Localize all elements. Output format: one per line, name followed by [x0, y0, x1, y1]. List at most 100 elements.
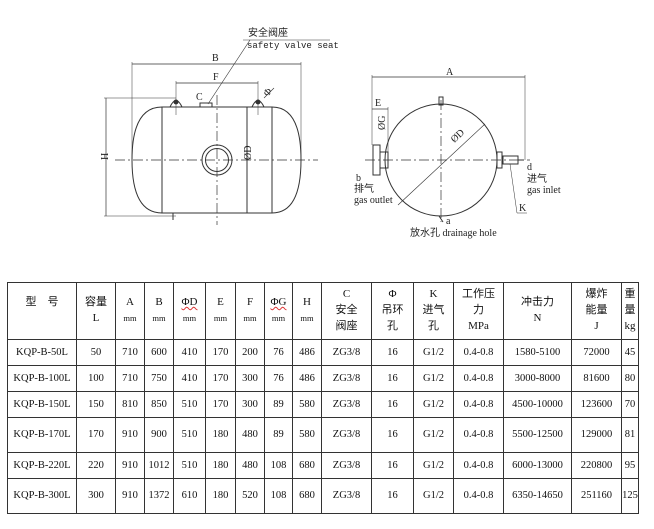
- table-cell: 0.4-0.8: [453, 478, 504, 514]
- table-cell: 50: [76, 339, 116, 366]
- table-cell: 180: [205, 452, 236, 479]
- table-cell: 16: [371, 452, 414, 479]
- table-row: KQP-B-50L 50 710 600 410 170 200 76 486 ZG3/8 16 G1…: [7, 339, 639, 366]
- side-view: [104, 39, 330, 225]
- table-cell: 180: [205, 478, 236, 514]
- table-cell: ZG3/8: [321, 365, 372, 392]
- table-cell: G1/2: [413, 452, 454, 479]
- table-cell: 710: [115, 339, 145, 366]
- header-line: N: [533, 312, 542, 324]
- table-cell: 72000: [571, 339, 622, 366]
- table-cell: 108: [264, 478, 293, 514]
- header-line: 进气: [422, 304, 445, 317]
- table-cell: 1372: [144, 478, 174, 514]
- table-cell: 300: [235, 365, 265, 392]
- column-header: K 进气孔: [413, 282, 454, 340]
- table-cell: 480: [235, 452, 265, 479]
- header-line: mm: [123, 313, 137, 323]
- header-line: 重: [624, 288, 636, 301]
- drain-label: 放水孔 drainage hole: [410, 226, 497, 239]
- safety-valve-en: safety valve seat: [247, 41, 339, 51]
- label-K: K: [519, 203, 527, 214]
- header-line: ΦG: [270, 296, 287, 309]
- header-line: mm: [243, 313, 257, 323]
- table-cell: KQP-B-300L: [7, 478, 77, 514]
- table-cell: 750: [144, 365, 174, 392]
- table-cell: KQP-B-220L: [7, 452, 77, 479]
- header-line: mm: [182, 313, 197, 323]
- table-cell: 45: [621, 339, 639, 366]
- column-header: 重量 kg: [621, 282, 639, 340]
- table-cell: 1580-5100: [503, 339, 572, 366]
- table-cell: 580: [292, 391, 322, 418]
- table-cell: 123600: [571, 391, 622, 418]
- table-cell: G1/2: [413, 478, 454, 514]
- label-B: B: [212, 53, 219, 64]
- label-OD-side: ØD: [243, 146, 254, 160]
- header-line: F: [246, 296, 254, 309]
- column-header: Φ 吊环孔: [371, 282, 414, 340]
- end-view: [365, 75, 530, 223]
- column-header: 冲击力 N: [503, 282, 572, 340]
- table-row: KQP-B-170L 170 910 900 510 180 480 89 580 ZG3/8 16…: [7, 417, 639, 453]
- inlet-cn: 进气: [527, 172, 547, 185]
- table-cell: 95: [621, 452, 639, 479]
- table-cell: 108: [264, 452, 293, 479]
- table-cell: 680: [292, 478, 322, 514]
- header-line: 爆炸: [585, 288, 608, 301]
- table-cell: 200: [235, 339, 265, 366]
- table-cell: 220: [76, 452, 116, 479]
- table-row: KQP-B-150L 150 810 850 510 170 300 89 580 ZG3/8 16…: [7, 391, 639, 418]
- header-line: J: [594, 319, 599, 332]
- table-cell: 680: [292, 452, 322, 479]
- label-A: A: [446, 67, 454, 78]
- table-row: KQP-B-220L 220 910 1012 510 180 480 108 680 ZG3/8…: [7, 452, 639, 479]
- column-header: 爆炸 能量 J: [571, 282, 622, 340]
- table-cell: 81: [621, 417, 639, 453]
- table-cell: 3000-8000: [503, 365, 572, 392]
- table-cell: 510: [173, 452, 206, 479]
- table-cell: 76: [264, 339, 293, 366]
- table-cell: 580: [292, 417, 322, 453]
- header-line: 安全: [335, 304, 358, 317]
- outlet-en: gas outlet: [354, 195, 393, 206]
- table-cell: 251160: [571, 478, 622, 514]
- table-cell: 16: [371, 478, 414, 514]
- header-line: 工作压: [462, 288, 495, 301]
- table-row: KQP-B-100L 100 710 750 410 170 300 76 486 ZG3/8 16…: [7, 365, 639, 392]
- label-OG: ØG: [377, 116, 388, 130]
- header-line: K: [429, 288, 438, 301]
- table-cell: ZG3/8: [321, 339, 372, 366]
- header-line: ΦD: [181, 296, 198, 309]
- header-line: 力: [473, 304, 484, 317]
- header-line: mm: [152, 313, 166, 323]
- column-header: 容量 L: [76, 282, 116, 340]
- table-cell: G1/2: [413, 391, 454, 418]
- header-line: 冲击力: [521, 296, 554, 309]
- header-line: 吊环: [381, 304, 404, 317]
- table-cell: ZG3/8: [321, 478, 372, 514]
- valve-seat: [199, 102, 213, 108]
- header-line: 量: [624, 304, 636, 317]
- table-cell: KQP-B-170L: [7, 417, 77, 453]
- table-cell: KQP-B-50L: [7, 339, 77, 366]
- table-cell: 300: [76, 478, 116, 514]
- table-cell: 810: [115, 391, 145, 418]
- tank-drawing: 安全阀座 safety valve seat B F C Φ H ØD A E …: [100, 26, 561, 239]
- table-cell: 16: [371, 365, 414, 392]
- table-cell: 910: [115, 478, 145, 514]
- table-cell: 129000: [571, 417, 622, 453]
- safety-valve-cn: 安全阀座: [248, 26, 288, 39]
- table-cell: 81600: [571, 365, 622, 392]
- table-cell: 480: [235, 417, 265, 453]
- column-header: C 安全 阀座: [321, 282, 372, 340]
- table-cell: 0.4-0.8: [453, 417, 504, 453]
- column-header: 型 号: [7, 282, 77, 340]
- header-line: B: [155, 296, 163, 309]
- table-cell: 610: [173, 478, 206, 514]
- table-cell: 76: [264, 365, 293, 392]
- table-cell: 300: [235, 391, 265, 418]
